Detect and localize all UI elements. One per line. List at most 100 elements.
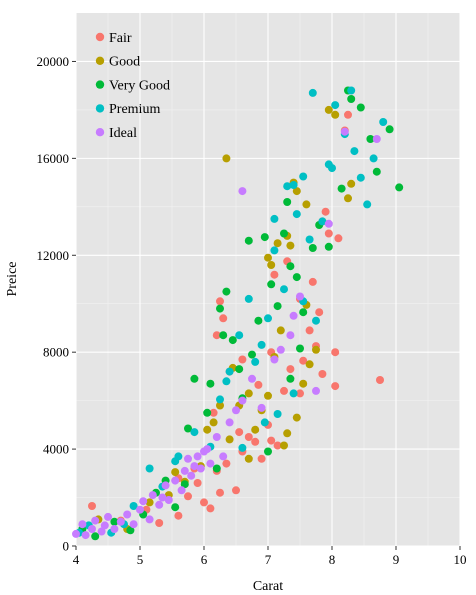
point-fair [222,459,231,468]
point-good [305,360,314,369]
legend-label-premium: Premium [109,102,160,117]
point-premium [328,164,336,173]
x-tick-label: 7 [265,552,272,567]
point-premium [318,217,327,226]
y-axis-ticks: 0 4000 8000 12000 16000 20000 [37,54,76,554]
point-ideal [171,476,180,485]
point-very-good [203,408,212,417]
point-ideal [270,355,279,364]
point-very-good [212,464,221,473]
point-ideal [116,517,125,526]
point-premium [225,367,234,376]
point-fair [216,488,224,497]
point-ideal [248,374,256,383]
point-very-good [385,125,394,134]
point-premium [312,316,320,325]
point-very-good [292,273,301,282]
point-premium [251,357,260,366]
point-fair [216,297,224,306]
point-very-good [267,280,276,289]
point-fair [232,486,240,495]
point-premium [270,246,279,255]
x-tick-label: 4 [73,552,80,567]
point-very-good [286,262,295,271]
point-premium [305,235,314,244]
point-very-good [190,374,199,383]
point-very-good [273,302,282,311]
legend-label-ideal: Ideal [109,126,137,141]
point-very-good [248,350,256,359]
point-ideal [276,345,285,354]
point-premium [289,181,298,189]
point-fair [273,441,282,450]
point-fair [344,110,352,119]
point-ideal [219,452,228,461]
point-ideal [123,510,132,519]
point-good [292,187,301,196]
point-premium [222,377,231,386]
point-very-good [254,316,263,325]
point-fair [334,234,343,243]
point-premium [280,285,288,294]
point-very-good [395,183,404,192]
point-premium [283,182,292,191]
point-good [299,379,308,388]
point-ideal [232,406,240,415]
watermark: EasyCharts [363,564,456,580]
point-premium [363,200,372,209]
point-fair [200,498,208,507]
point-good [145,498,154,507]
x-tick-label: 10 [454,552,467,567]
point-ideal [206,459,215,468]
point-ideal [177,486,186,495]
point-ideal [100,521,109,530]
point-good [216,401,224,410]
point-ideal [196,464,205,473]
point-ideal [155,500,164,509]
data-points [72,86,404,541]
legend-label-fair: Fair [109,31,132,46]
point-premium [347,86,356,95]
point-fair [286,365,295,374]
point-very-good [337,184,346,193]
legend: Fair Good Very Good Premium Ideal [95,31,170,141]
point-good [331,110,340,119]
point-very-good [324,242,333,251]
point-premium [216,395,224,404]
point-ideal [158,493,167,502]
y-tick-label: 12000 [37,248,70,263]
point-very-good [286,374,295,383]
point-good [171,468,180,477]
point-very-good [283,198,292,206]
point-premium [292,210,301,219]
point-ideal [257,403,266,412]
point-very-good [280,229,288,238]
point-premium [260,418,269,427]
point-good [347,179,356,188]
y-tick-label: 4000 [43,442,69,457]
point-ideal [286,331,295,340]
point-very-good [356,103,365,112]
point-ideal [340,127,349,136]
point-ideal [193,452,202,461]
point-very-good [235,365,244,374]
legend-label-good: Good [109,55,140,70]
point-premium [379,118,388,126]
point-premium [299,172,308,181]
point-good [324,105,333,114]
point-fair [331,348,340,357]
point-ideal [139,497,148,506]
point-fair [174,511,183,520]
point-ideal [161,481,170,490]
point-good [280,441,288,450]
point-good [276,326,285,335]
point-very-good [222,287,231,296]
point-good [209,418,218,427]
point-ideal [91,516,100,525]
point-ideal [88,525,96,533]
point-fair [193,479,202,487]
point-very-good [228,336,237,345]
point-premium [270,214,279,223]
point-fair [254,380,263,389]
